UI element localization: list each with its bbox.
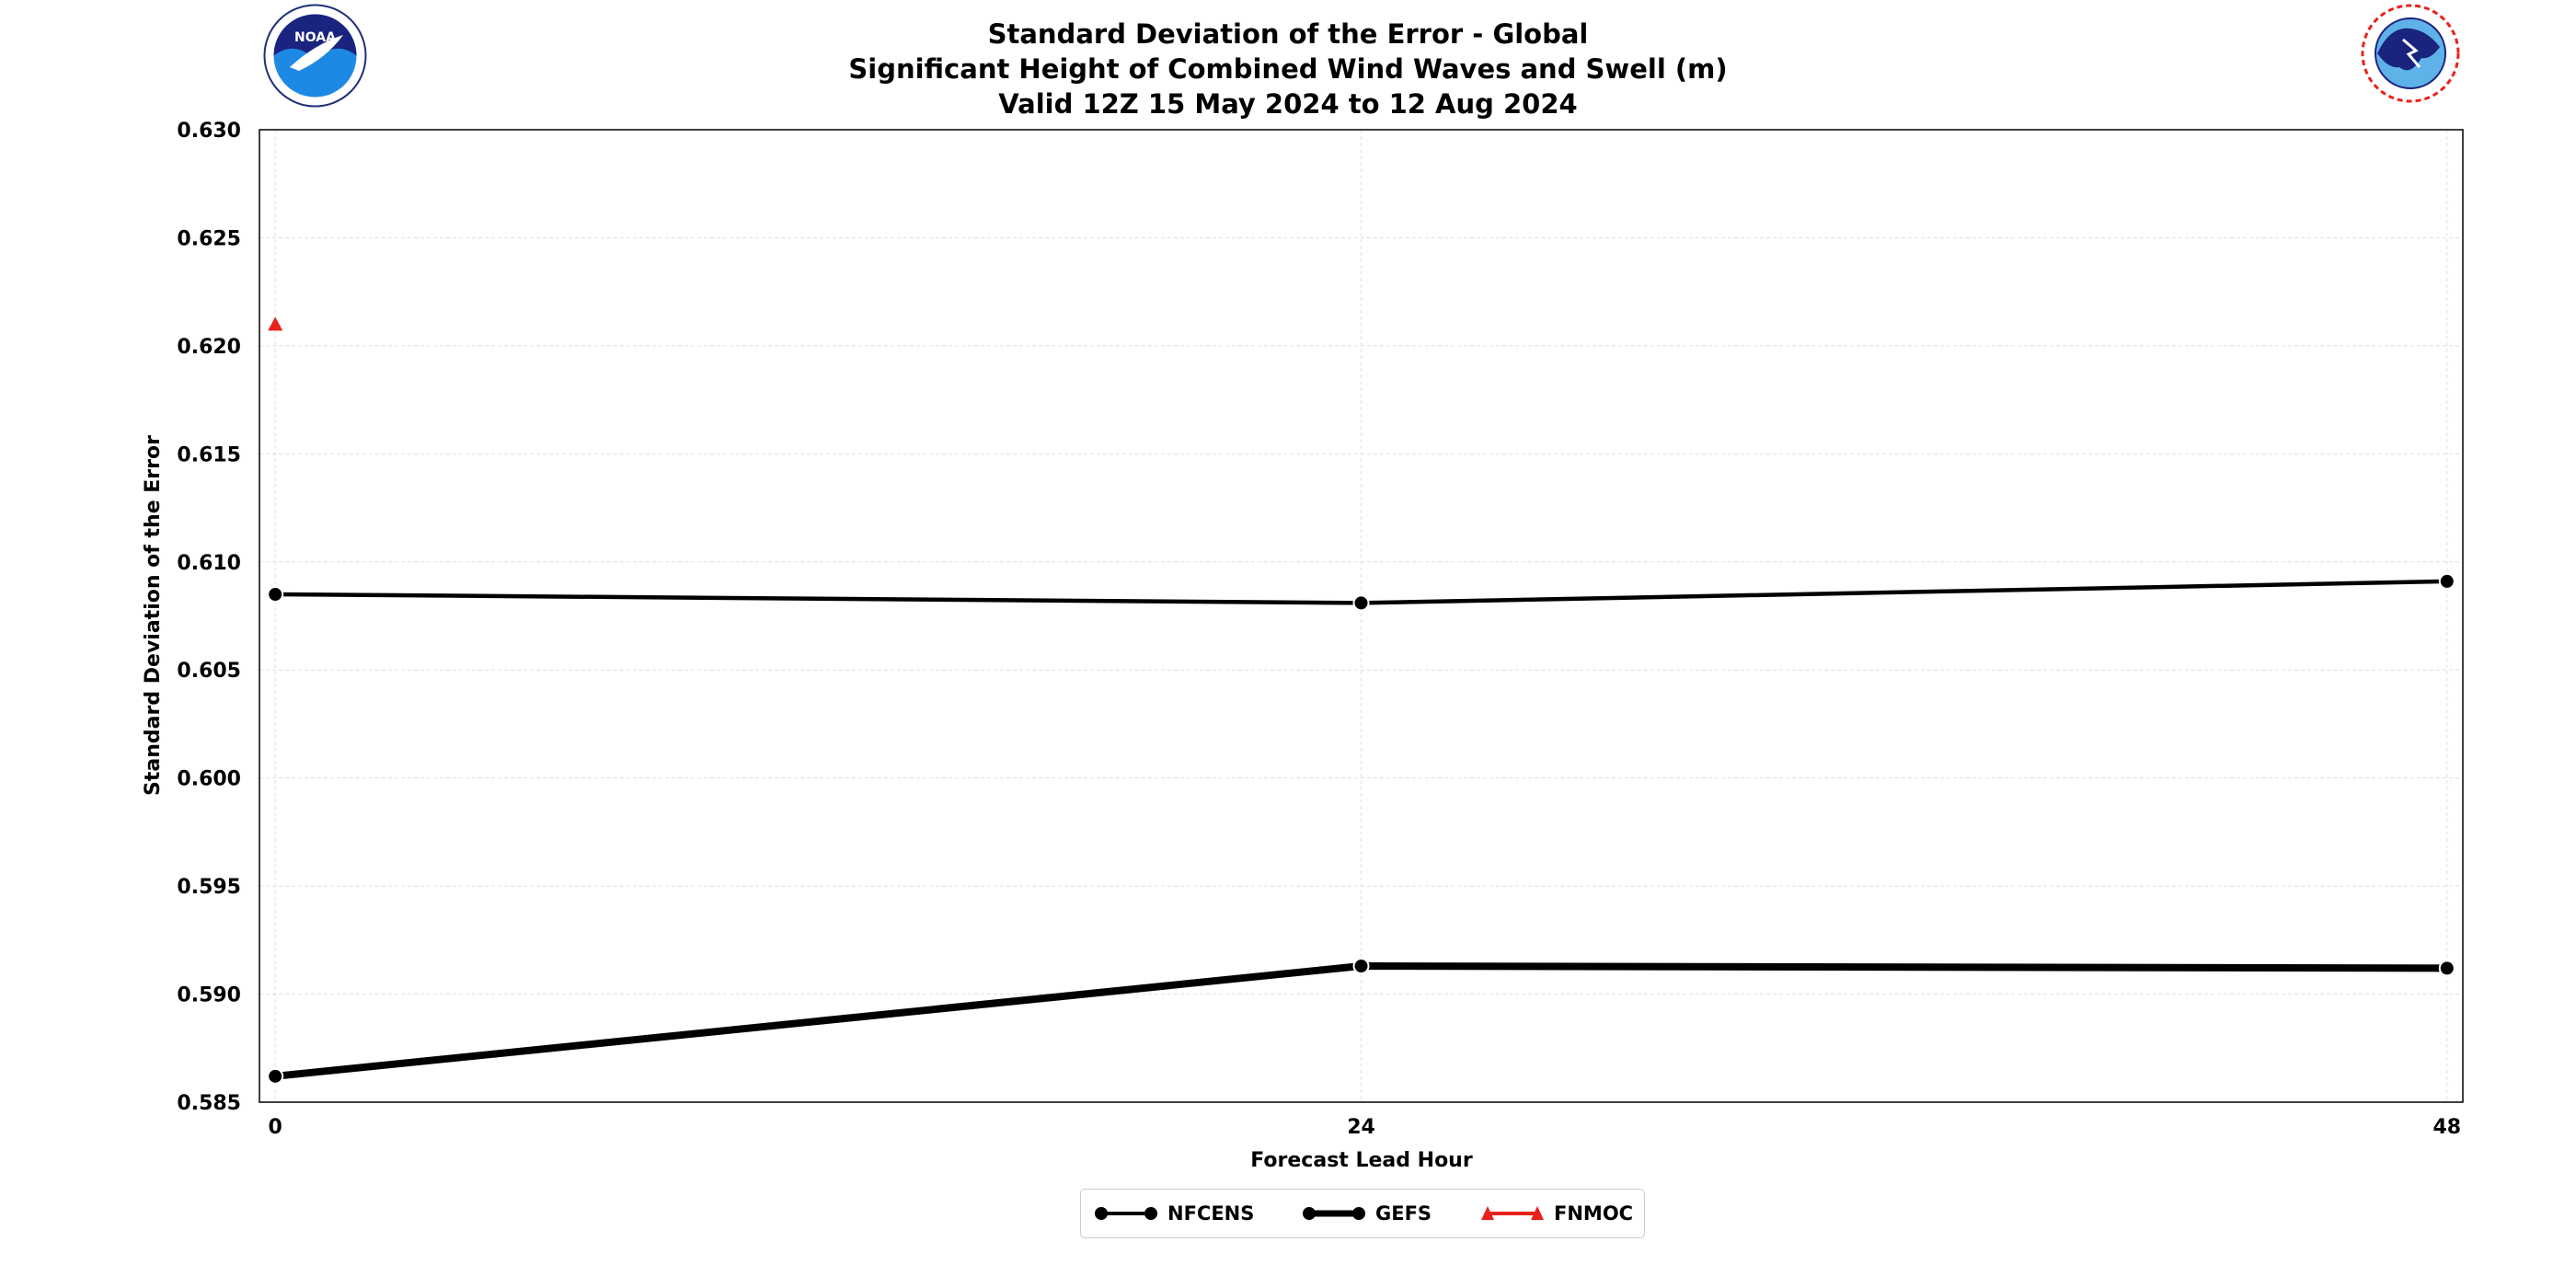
x-axis-label: Forecast Lead Hour [1250, 1149, 1473, 1172]
y-tick-label: 0.600 [177, 768, 241, 791]
y-tick-label: 0.585 [177, 1092, 241, 1115]
noaa-logo: NOAA [263, 4, 367, 108]
series [267, 316, 2455, 1085]
x-tick-label: 24 [1347, 1116, 1375, 1139]
grid [259, 129, 2463, 1103]
data-point-nfcens[interactable] [1352, 594, 1370, 612]
svg-text:NOAA: NOAA [294, 30, 336, 45]
legend-label-fnmoc: FNMOC [1554, 1202, 1634, 1225]
y-tick-label: 0.595 [177, 876, 241, 899]
data-point-gefs[interactable] [1352, 958, 1370, 975]
legend-label-nfcens: NFCENS [1167, 1202, 1255, 1225]
data-point-nfcens[interactable] [2438, 572, 2455, 590]
y-tick-label: 0.590 [177, 984, 241, 1007]
chart-title-block: Standard Deviation of the Error - Global… [0, 17, 2576, 121]
x-tick-label: 0 [269, 1116, 282, 1139]
data-point-gefs[interactable] [2438, 960, 2455, 977]
y-axis-label: Standard Deviation of the Error [142, 435, 165, 796]
chart-subtitle: Significant Height of Combined Wind Wave… [848, 53, 1728, 85]
series-fnmoc [268, 316, 283, 331]
y-tick-label: 0.625 [177, 227, 241, 250]
x-tick-label: 48 [2432, 1116, 2461, 1139]
nws-logo [2361, 4, 2460, 103]
legend-swatch-fnmoc [1481, 1206, 1544, 1220]
series-gefs [267, 958, 2455, 1085]
plot-frame [259, 129, 2464, 1103]
legend-item-fnmoc[interactable]: FNMOC [1480, 1190, 1633, 1237]
legend-label-gefs: GEFS [1375, 1202, 1432, 1225]
chart-title: Standard Deviation of the Error - Global [987, 18, 1589, 50]
data-point-fnmoc[interactable] [268, 316, 283, 331]
legend: NFCENS GEFS FNMOC [1080, 1189, 1645, 1238]
y-tick-label: 0.605 [177, 660, 241, 683]
y-tick-labels: 0.585 0.590 0.595 0.600 0.605 0.610 0.615 0.620… [177, 120, 241, 1115]
legend-item-nfcens[interactable]: NFCENS [1094, 1190, 1254, 1237]
y-tick-label: 0.630 [177, 120, 241, 143]
data-point-gefs[interactable] [267, 1067, 284, 1085]
x-tick-labels: 0 24 48 [269, 1116, 2462, 1139]
series-nfcens [267, 572, 2455, 612]
legend-swatch-nfcens [1095, 1207, 1157, 1220]
y-tick-label: 0.620 [177, 336, 241, 359]
data-point-nfcens[interactable] [267, 586, 284, 604]
y-tick-label: 0.615 [177, 443, 241, 466]
y-tick-label: 0.610 [177, 552, 241, 575]
legend-item-gefs[interactable]: GEFS [1302, 1190, 1432, 1237]
legend-swatch-gefs [1303, 1207, 1365, 1220]
chart-valid-period: Valid 12Z 15 May 2024 to 12 Aug 2024 [998, 88, 1578, 120]
